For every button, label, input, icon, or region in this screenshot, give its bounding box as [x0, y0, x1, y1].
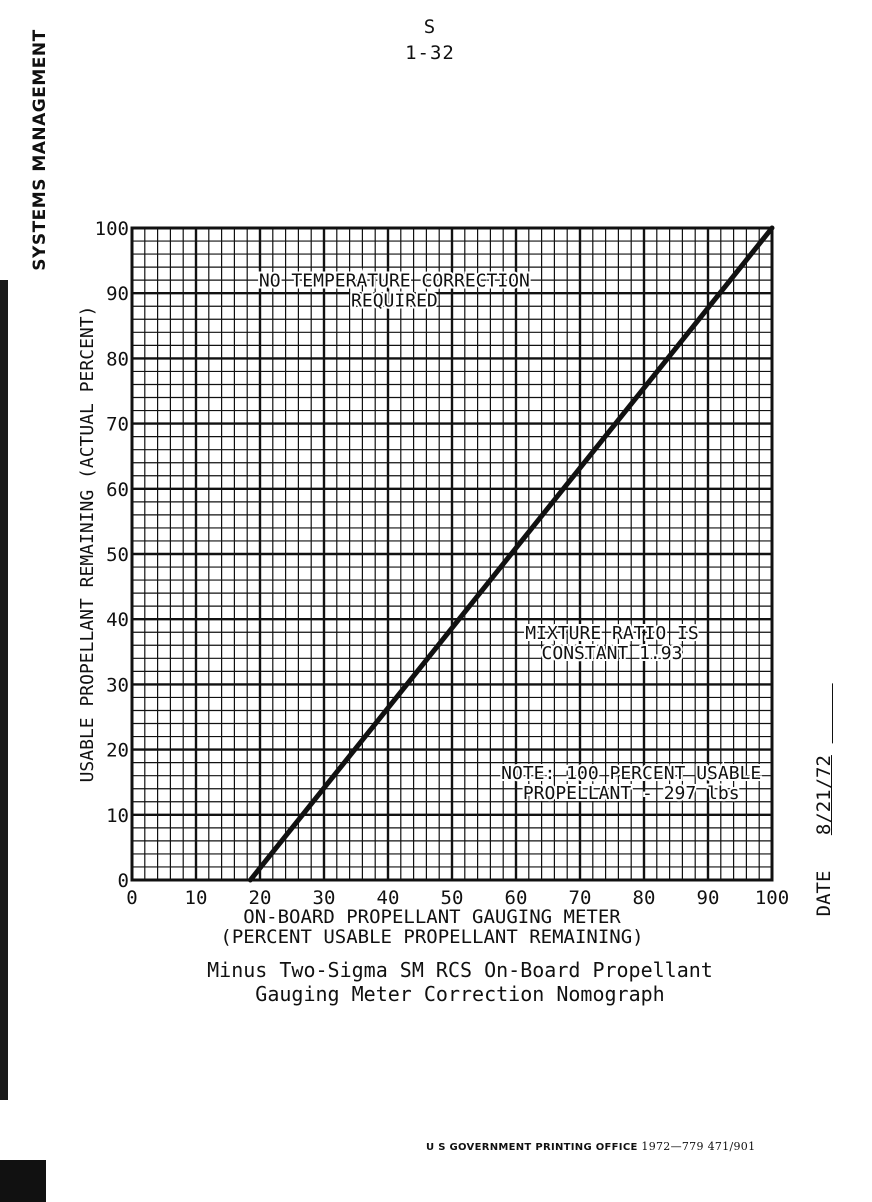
- y-tick-label: 40: [106, 609, 129, 631]
- plot-frame: [130, 226, 774, 882]
- y-tick-label: 80: [106, 348, 129, 370]
- x-axis-label-line-2: (PERCENT USABLE PROPELLANT REMAINING): [220, 926, 643, 948]
- x-tick-label: 20: [249, 887, 272, 909]
- x-tick-label: 100: [755, 887, 789, 909]
- y-tick-label: 90: [106, 283, 129, 305]
- x-tick-label: 50: [441, 887, 464, 909]
- annotation-text: REQUIRED: [351, 291, 438, 312]
- y-axis-label: USABLE PROPELLANT REMAINING (ACTUAL PERC…: [77, 306, 98, 783]
- footer-text: U S GOVERNMENT PRINTING OFFICE: [426, 1142, 638, 1153]
- x-tick-label: 30: [313, 887, 336, 909]
- scan-binding-edge: [0, 280, 8, 1100]
- x-tick-label: 10: [185, 887, 208, 909]
- y-tick-label: 100: [95, 218, 129, 240]
- y-tick-label: 70: [106, 414, 129, 436]
- figure-caption-line-2: Gauging Meter Correction Nomograph: [255, 982, 665, 1006]
- annotation-text: CONSTANT 1.93: [542, 643, 683, 664]
- grid: [130, 226, 774, 882]
- page-number: 1-32: [405, 42, 455, 64]
- x-tick-label: 90: [697, 887, 720, 909]
- nomograph-chart: 0 10 20 30 40 50 60 70 80 90 100 0 10 20 30 40 50 60 70 80 9…: [77, 218, 789, 948]
- figure-caption-line-1: Minus Two-Sigma SM RCS On-Board Propella…: [207, 958, 713, 982]
- x-tick-label: 70: [569, 887, 592, 909]
- y-tick-label: 60: [106, 479, 129, 501]
- series-layer: [247, 225, 775, 883]
- scan-corner-shadow: [0, 1160, 46, 1202]
- x-tick-label: 0: [126, 887, 137, 909]
- y-tick-label: 30: [106, 674, 129, 696]
- x-axis-label: ON-BOARD PROPELLANT GAUGING METER: [243, 906, 621, 928]
- x-tick-label: 60: [505, 887, 528, 909]
- y-tick-label: 10: [106, 805, 129, 827]
- annotation-text: NOTE: 100 PERCENT USABLE: [501, 763, 761, 784]
- annotation-text: NO TEMPERATURE CORRECTION: [259, 271, 530, 292]
- y-tick-label: 20: [106, 740, 129, 762]
- page-marker: S: [423, 16, 437, 38]
- axis-labels: ON-BOARD PROPELLANT GAUGING METER(PERCEN…: [77, 306, 644, 948]
- annotation-text: MIXTURE RATIO IS: [525, 623, 698, 644]
- tick-labels: 0 10 20 30 40 50 60 70 80 90 100 0 10 20 30 40 50 60 70 80 9…: [95, 218, 789, 909]
- x-tick-label: 80: [633, 887, 656, 909]
- footer-code: 1972—779 471/901: [641, 1140, 756, 1153]
- printing-office-footer: U S GOVERNMENT PRINTING OFFICE 1972—779 …: [426, 1140, 755, 1153]
- correction-line: [247, 225, 775, 883]
- x-tick-label: 40: [377, 887, 400, 909]
- y-tick-label: 50: [106, 544, 129, 566]
- y-tick-label: 0: [118, 870, 129, 892]
- annotation-text: PROPELLANT - 297 lbs: [523, 783, 740, 804]
